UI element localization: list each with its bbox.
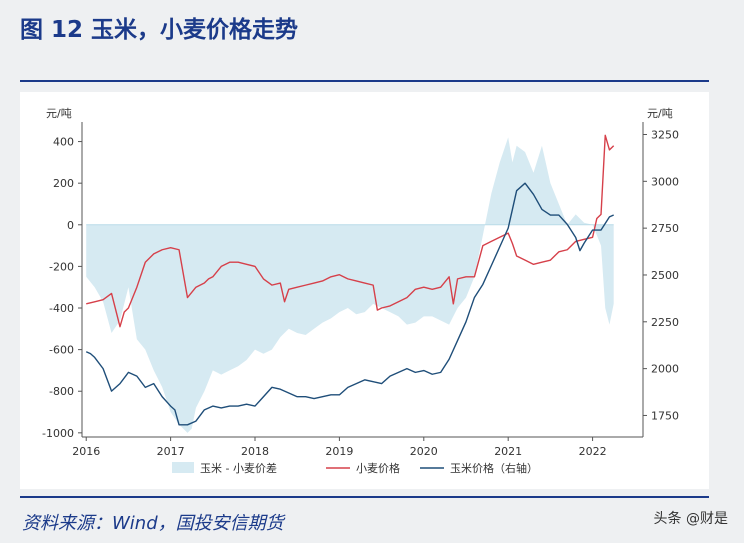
corn-price-line (85, 182, 614, 426)
left-tick-label: -800 (49, 385, 74, 398)
right-tick-label: 2250 (651, 316, 679, 329)
header-divider (20, 80, 709, 82)
page-title: 图 12 玉米，小麦价格走势 (20, 17, 299, 43)
x-tick-label: 2017 (157, 445, 185, 458)
price-chart: 2016 2017 2018 2019 2020 2021 20224002000-200-… (42, 107, 679, 475)
right-axis-unit: 元/吨 (647, 107, 673, 120)
left-tick-label: -200 (49, 260, 74, 273)
legend-swatch-spread (172, 462, 194, 473)
footer-divider (20, 496, 709, 498)
spread-area (86, 137, 614, 433)
right-tick-label: 1750 (651, 409, 679, 422)
right-tick-label: 2500 (651, 269, 679, 282)
legend-label-corn: 玉米价格（右轴） (450, 461, 538, 475)
x-tick-label: 2016 (72, 445, 100, 458)
left-axis-unit: 元/吨 (46, 107, 72, 120)
left-tick-label: -1000 (42, 427, 74, 440)
left-tick-label: 0 (67, 219, 74, 232)
watermark-text: 头条 @财是 (653, 511, 728, 527)
left-tick-label: 400 (53, 136, 74, 149)
left-tick-label: -400 (49, 302, 74, 315)
legend-label-spread: 玉米 - 小麦价差 (200, 461, 277, 475)
wheat-price-line (86, 134, 615, 328)
x-tick-label: 2019 (325, 445, 353, 458)
source-note: 资料来源：Wind，国投安信期货 (22, 513, 284, 534)
x-tick-label: 2018 (241, 445, 269, 458)
x-tick-label: 2021 (494, 445, 522, 458)
left-tick-label: -600 (49, 344, 74, 357)
chart-panel: 2016 2017 2018 2019 2020 2021 2022 400 200 0 -200-… (20, 92, 709, 489)
legend-label-wheat: 小麦价格 (356, 461, 400, 475)
left-tick-label: 200 (53, 177, 74, 190)
x-tick-label: 2022 (579, 445, 607, 458)
right-tick-label: 3250 (651, 128, 679, 141)
right-tick-label: 2750 (651, 222, 679, 235)
right-tick-label: 2000 (651, 363, 679, 376)
x-tick-label: 2020 (410, 445, 438, 458)
right-tick-label: 3000 (651, 175, 679, 188)
